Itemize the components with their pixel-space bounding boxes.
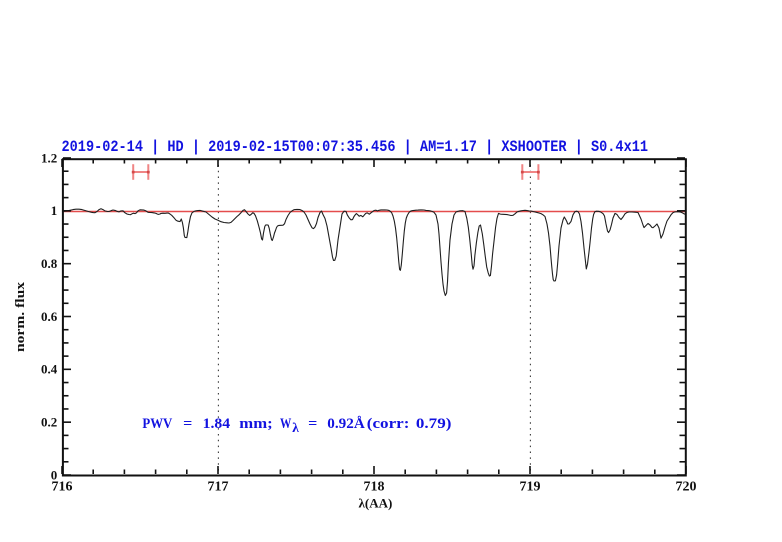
svg-text:1.84: 1.84: [203, 416, 231, 432]
svg-text:718: 718: [364, 480, 385, 495]
svg-text:1: 1: [51, 203, 58, 218]
svg-text:720: 720: [676, 480, 697, 495]
svg-text:λ(AA): λ(AA): [358, 496, 392, 511]
svg-text:719: 719: [520, 480, 541, 495]
svg-text:0.79): 0.79): [416, 416, 452, 432]
svg-text:0.4: 0.4: [41, 362, 58, 377]
svg-text:2019-02-14 | HD | 2019-02-15T0: 2019-02-14 | HD | 2019-02-15T00:07:35.45…: [62, 138, 649, 156]
svg-text:717: 717: [208, 480, 229, 495]
svg-text:1.2: 1.2: [41, 150, 57, 165]
svg-text:W: W: [280, 416, 291, 432]
svg-text:716: 716: [52, 480, 73, 495]
svg-text:0.92Å: 0.92Å: [327, 416, 365, 432]
svg-text:=: =: [183, 416, 192, 432]
svg-text:PWV: PWV: [142, 416, 172, 432]
svg-text:=: =: [308, 416, 317, 432]
svg-text:0.8: 0.8: [41, 256, 58, 271]
svg-text:0.2: 0.2: [41, 415, 57, 430]
svg-text:λ: λ: [292, 420, 299, 435]
svg-text:0: 0: [51, 467, 58, 482]
svg-text:(corr:: (corr:: [367, 416, 410, 432]
svg-text:0.6: 0.6: [41, 309, 58, 324]
svg-text:mm;: mm;: [239, 416, 272, 432]
svg-text:norm. flux: norm. flux: [12, 281, 27, 352]
